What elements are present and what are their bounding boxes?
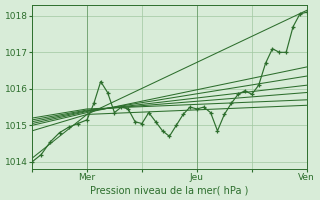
X-axis label: Pression niveau de la mer( hPa ): Pression niveau de la mer( hPa ) [90, 185, 249, 195]
